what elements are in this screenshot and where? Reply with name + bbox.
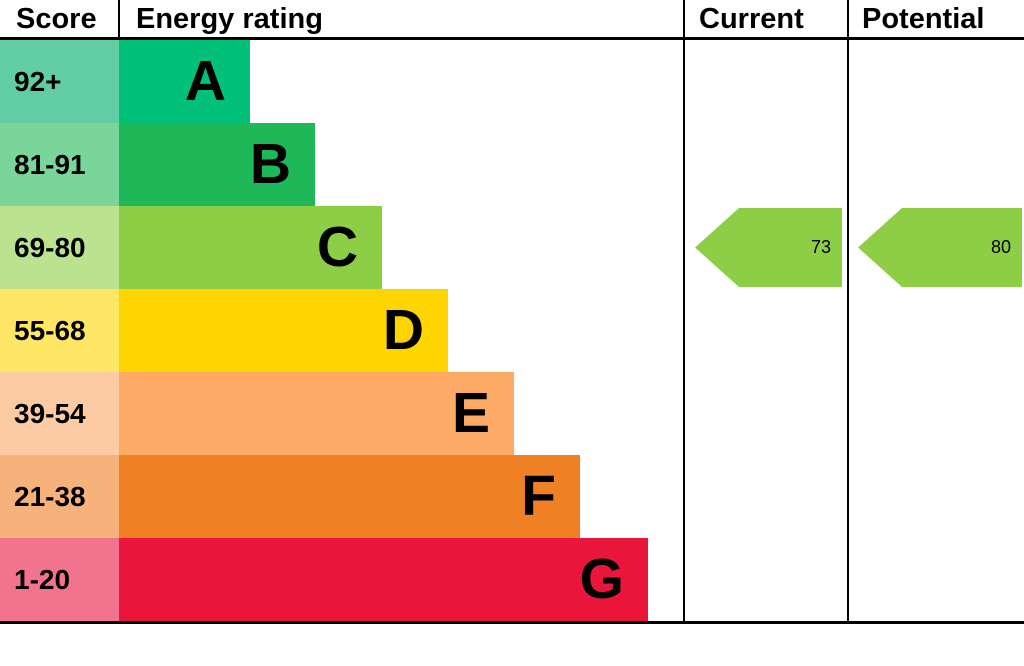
- header-row: Score Energy rating Current Potential: [0, 0, 1024, 38]
- header-potential: Potential: [862, 3, 985, 35]
- score-column-divider: [118, 0, 120, 40]
- band-bar: D: [119, 289, 448, 372]
- band-bar: F: [119, 455, 580, 538]
- band-row-b: 81-91 B: [0, 123, 683, 206]
- band-letter: F: [521, 464, 556, 528]
- band-letter: E: [451, 381, 490, 445]
- band-bar: E: [119, 372, 514, 455]
- band-score-cell: 69-80: [0, 206, 119, 289]
- band-row-c: 69-80 C: [0, 206, 683, 289]
- band-bar: A: [119, 40, 250, 123]
- current-column-divider: [683, 0, 685, 624]
- band-bar: B: [119, 123, 315, 206]
- band-bar: G: [119, 538, 648, 621]
- band-score-cell: 21-38: [0, 455, 119, 538]
- header-divider-line: [0, 37, 1024, 40]
- band-row-d: 55-68 D: [0, 289, 683, 372]
- band-row-a: 92+ A: [0, 40, 683, 123]
- band-row-e: 39-54 E: [0, 372, 683, 455]
- band-score-cell: 1-20: [0, 538, 119, 621]
- band-letter: A: [184, 49, 226, 113]
- current-arrow: 73: [695, 208, 842, 287]
- band-letter: D: [382, 298, 424, 362]
- band-bar: C: [119, 206, 382, 289]
- band-score-cell: 39-54: [0, 372, 119, 455]
- band-row-g: 1-20 G: [0, 538, 683, 621]
- band-score-cell: 81-91: [0, 123, 119, 206]
- bands-area: 92+ A 81-91 B 69-80 C 55-68 D 39-54: [0, 40, 683, 621]
- band-score-cell: 92+: [0, 40, 119, 123]
- potential-arrow: 80: [858, 208, 1022, 287]
- band-letter: C: [316, 215, 358, 279]
- potential-value: 80: [990, 237, 1011, 257]
- chart-bottom-border: [0, 621, 1024, 624]
- band-letter: G: [579, 547, 624, 611]
- band-score-cell: 55-68: [0, 289, 119, 372]
- potential-column-divider: [847, 0, 849, 624]
- band-row-f: 21-38 F: [0, 455, 683, 538]
- header-score: Score: [16, 3, 97, 35]
- band-letter: B: [249, 132, 291, 196]
- header-current: Current: [699, 3, 804, 35]
- current-value: 73: [810, 237, 831, 257]
- header-energy-rating: Energy rating: [136, 3, 323, 35]
